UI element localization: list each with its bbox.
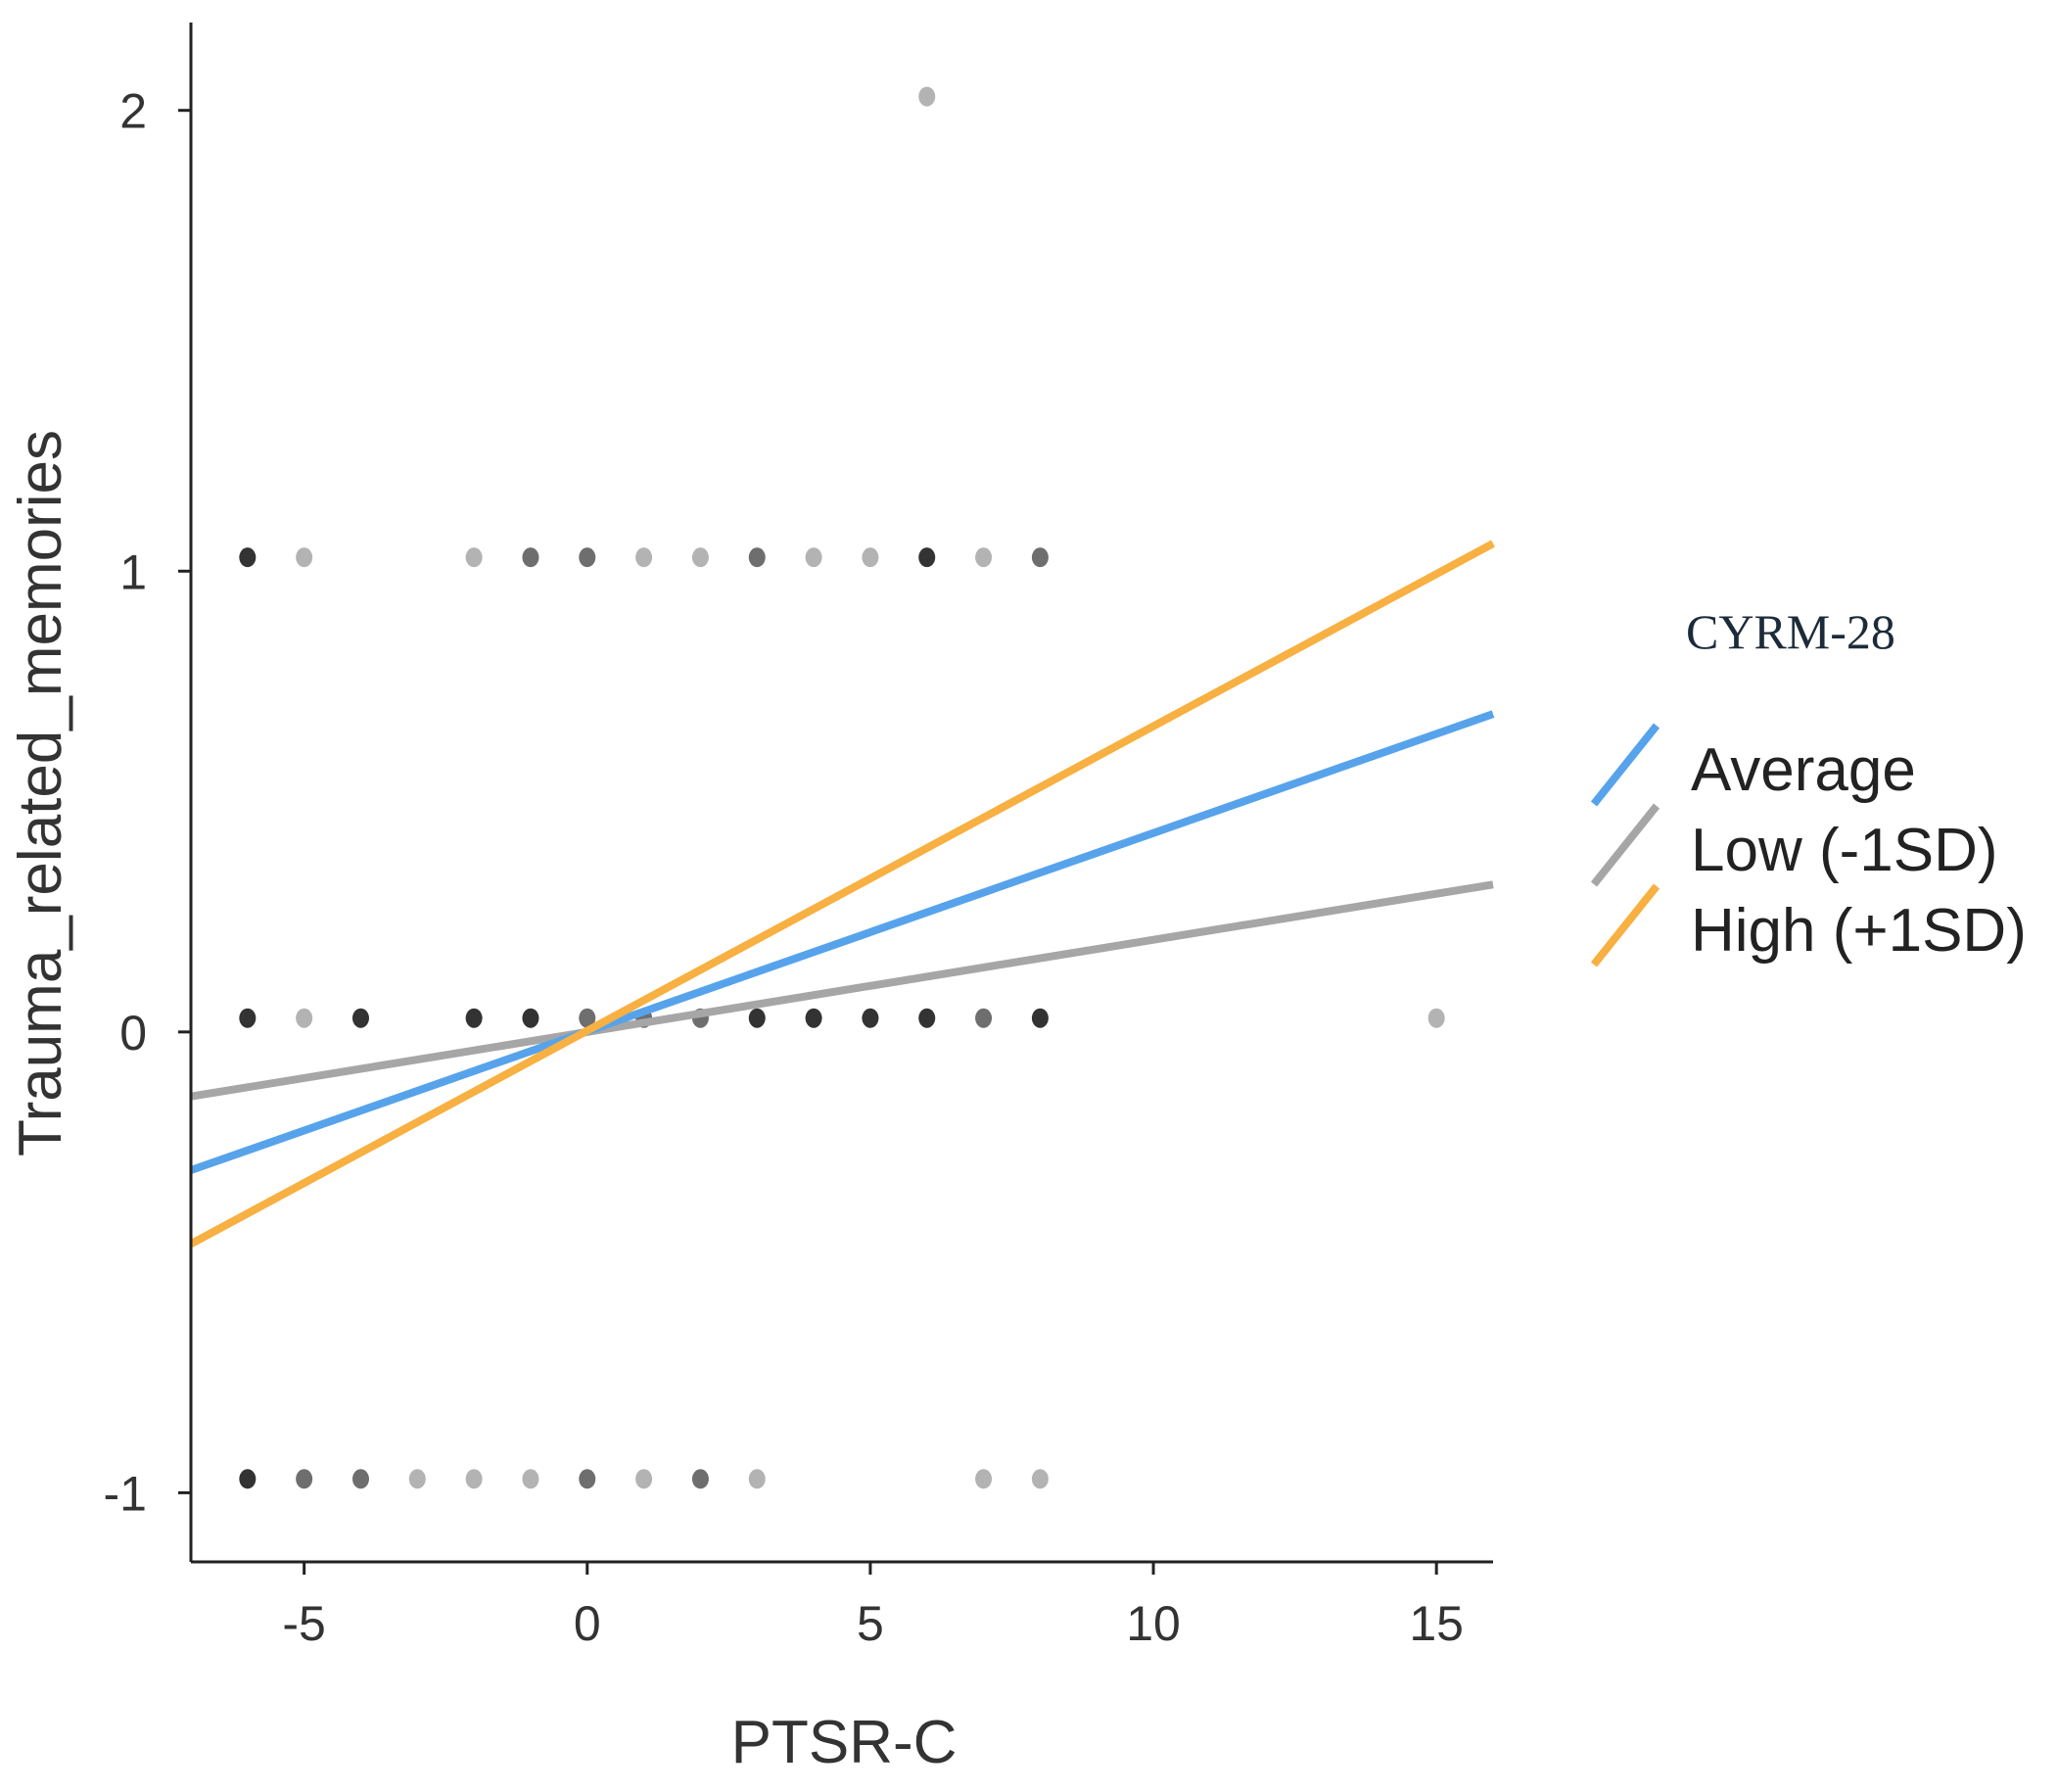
legend-title: CYRM-28 — [1686, 604, 1895, 659]
axes — [189, 23, 1493, 1564]
scatter-point-40 — [1031, 1469, 1049, 1489]
scatter-point-35 — [579, 1469, 596, 1489]
scatter-point-29 — [239, 1469, 257, 1489]
scatter-point-13 — [1031, 547, 1049, 568]
y-tick-label-2: 1 — [119, 544, 147, 599]
scatter-point-1 — [239, 547, 257, 568]
legend-keys: Average Low (-1SD) High (+1SD) — [1590, 723, 2027, 967]
scatter-point-0 — [918, 86, 936, 107]
scatter-point-7 — [691, 547, 709, 568]
scatter-point-8 — [748, 547, 766, 568]
scatter-point-12 — [975, 547, 993, 568]
scatter-point-25 — [918, 1008, 936, 1028]
x-tick-label-1: 0 — [574, 1596, 601, 1651]
scatter-point-4 — [522, 547, 539, 568]
scatter-point-33 — [465, 1469, 483, 1489]
scatter-point-23 — [805, 1008, 822, 1028]
legend-key-0 — [1590, 723, 1660, 807]
scatter-point-9 — [805, 547, 822, 568]
series-line-high-1sd — [189, 540, 1495, 1248]
legend-label-2: High (+1SD) — [1691, 897, 2027, 965]
scatter-point-11 — [918, 547, 936, 568]
scatter-point-30 — [296, 1469, 313, 1489]
scatter-point-28 — [1427, 1008, 1445, 1028]
x-axis-title: PTSR-C — [731, 1709, 958, 1776]
scatter-point-32 — [408, 1469, 426, 1489]
scatter-point-38 — [748, 1469, 766, 1489]
scatter-point-39 — [975, 1469, 993, 1489]
x-tick-label-4: 15 — [1409, 1596, 1464, 1651]
scatter-points — [239, 86, 1445, 1489]
legend-key-1 — [1590, 803, 1660, 887]
y-tick-label-3: 2 — [119, 84, 147, 139]
y-axis-title: Trauma_related_memories — [7, 430, 74, 1156]
scatter-point-16 — [351, 1008, 369, 1028]
y-tick-label-0: -1 — [104, 1466, 147, 1521]
ticks: -5 0 5 10 15 -1 0 1 2 — [104, 84, 1464, 1651]
scatter-point-10 — [862, 547, 879, 568]
scatter-point-37 — [691, 1469, 709, 1489]
x-tick-label-0: -5 — [282, 1596, 325, 1651]
scatter-point-14 — [239, 1008, 257, 1028]
scatter-point-5 — [579, 547, 596, 568]
scatter-point-36 — [635, 1469, 653, 1489]
scatter-point-24 — [862, 1008, 879, 1028]
legend-label-1: Low (-1SD) — [1691, 817, 1998, 884]
x-tick-label-3: 10 — [1126, 1596, 1181, 1651]
legend-key-2 — [1590, 883, 1660, 967]
scatter-point-22 — [748, 1008, 766, 1028]
scatter-point-19 — [579, 1008, 596, 1028]
y-tick-label-1: 0 — [119, 1006, 147, 1061]
series-line-average — [189, 710, 1495, 1174]
x-tick-label-2: 5 — [857, 1596, 884, 1651]
regression-lines — [189, 540, 1495, 1248]
scatter-point-2 — [296, 547, 313, 568]
scatter-point-3 — [465, 547, 483, 568]
legend: CYRM-28 Average Low (-1SD) High (+1SD) — [1590, 604, 2027, 967]
series-line-low-1sd — [190, 880, 1494, 1101]
scatter-point-15 — [296, 1008, 313, 1028]
scatter-point-34 — [522, 1469, 539, 1489]
scatter-point-6 — [635, 547, 653, 568]
legend-label-0: Average — [1691, 736, 1916, 804]
scatter-point-17 — [465, 1008, 483, 1028]
scatter-point-27 — [1031, 1008, 1049, 1028]
scatter-point-18 — [522, 1008, 539, 1028]
scatter-point-31 — [351, 1469, 369, 1489]
scatter-point-26 — [975, 1008, 993, 1028]
